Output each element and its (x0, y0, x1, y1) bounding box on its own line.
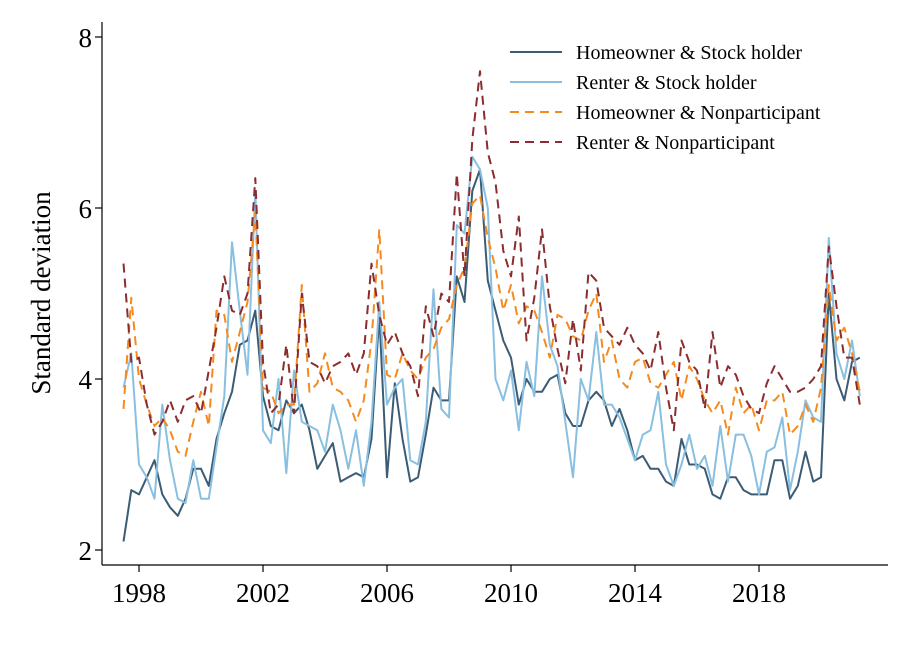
legend-label-2: Renter & Stock holder (576, 72, 757, 94)
y-axis-label: Standard deviation (26, 191, 56, 395)
series-line-1 (122, 168, 861, 542)
series-line-3 (122, 194, 861, 457)
x-tick-label: 2002 (236, 578, 290, 608)
axes (101, 22, 888, 566)
y-tick-label: 2 (79, 536, 93, 566)
y-tick-label: 8 (79, 23, 93, 53)
series-line-2 (122, 155, 861, 504)
legend-label-4: Renter & Nonparticipant (576, 132, 775, 154)
x-tick-label: 2018 (732, 578, 786, 608)
plot-lines (122, 70, 861, 542)
legend-label-1: Homeowner & Stock holder (576, 42, 802, 64)
y-tick-label: 6 (79, 194, 93, 224)
x-tick-label: 2010 (484, 578, 538, 608)
x-tick-label: 1998 (112, 578, 166, 608)
y-ticks: 2 4 6 8 (79, 23, 102, 566)
x-ticks: 1998 2002 2006 2010 2014 2018 (112, 565, 786, 608)
x-tick-label: 2006 (360, 578, 414, 608)
legend: Homeowner & Stock holder Renter & Stock h… (510, 42, 821, 154)
y-tick-label: 4 (79, 365, 93, 395)
x-tick-label: 2014 (608, 578, 663, 608)
series-line-4 (122, 70, 861, 436)
legend-label-3: Homeowner & Nonparticipant (576, 102, 821, 124)
